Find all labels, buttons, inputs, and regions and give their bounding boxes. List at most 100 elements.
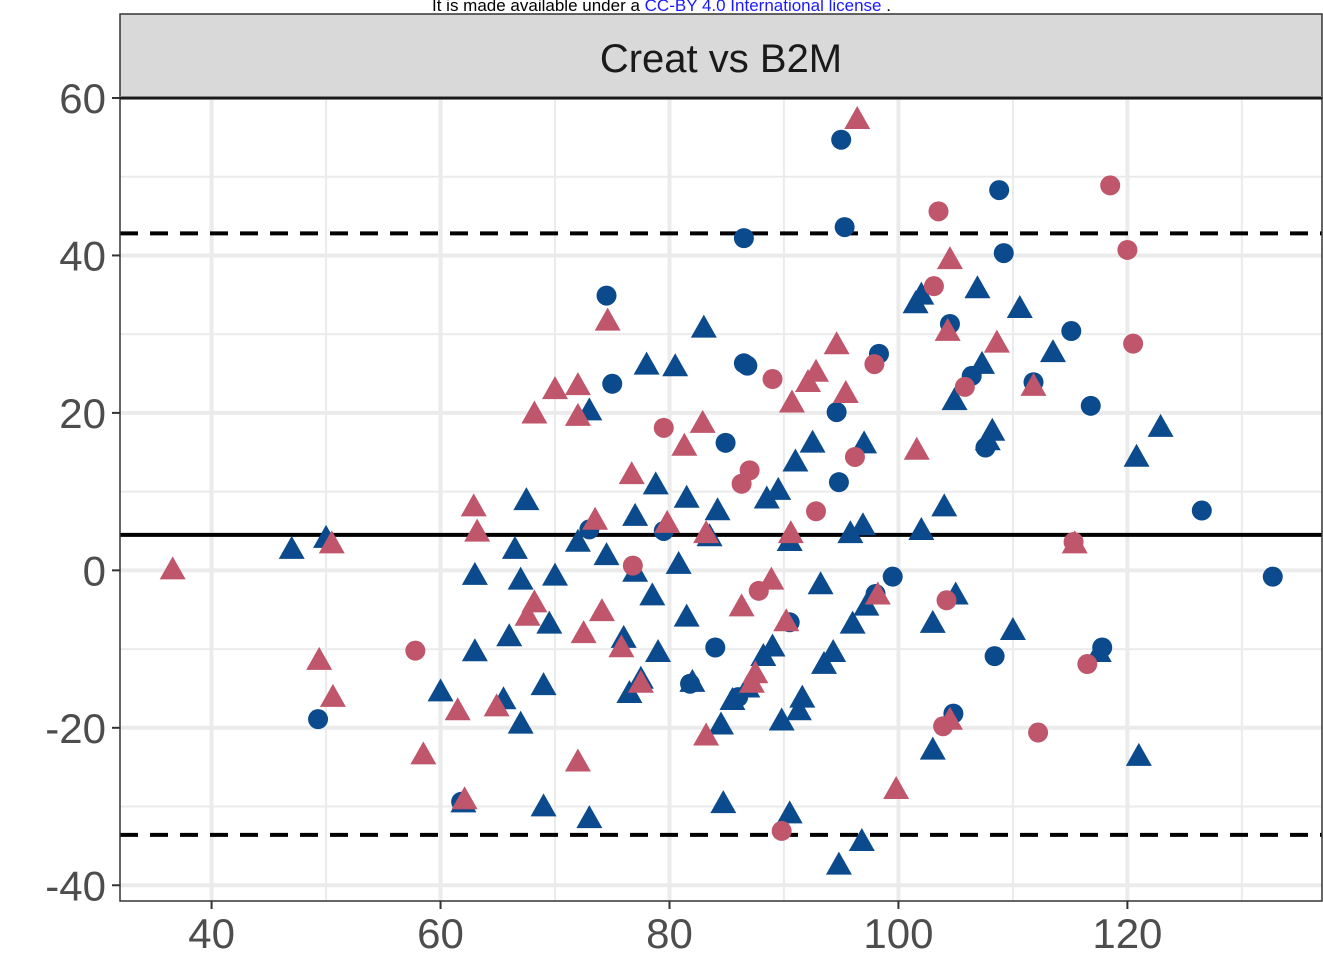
data-point-red-circle [1123, 333, 1144, 354]
data-point-blue-triangle [645, 639, 672, 663]
data-point-blue-circle [826, 402, 847, 423]
data-point-red-circle [1077, 654, 1098, 675]
data-point-red-circle [1117, 239, 1138, 260]
data-point-red-triangle [318, 530, 345, 554]
data-point-red-triangle [864, 581, 891, 605]
data-point-blue-triangle [639, 582, 666, 606]
data-point-red-circle [806, 501, 827, 522]
data-point-blue-triangle [576, 805, 603, 829]
strip-background [119, 13, 1323, 99]
data-point-red-triangle [582, 506, 609, 530]
data-point-blue-circle [733, 228, 754, 249]
data-point-blue-triangle [564, 528, 591, 552]
data-point-red-circle [954, 376, 975, 397]
data-point-blue-triangle [811, 650, 838, 674]
data-point-red-triangle [451, 786, 478, 810]
data-point-blue-triangle [919, 609, 946, 633]
data-point-red-circle [844, 446, 865, 467]
data-point-blue-triangle [461, 561, 488, 585]
data-point-blue-circle [1061, 321, 1082, 342]
data-point-blue-triangle [807, 571, 834, 595]
data-point-blue-triangle [849, 512, 876, 536]
data-point-blue-triangle [839, 610, 866, 634]
data-point-blue-triangle [690, 314, 717, 338]
reference-lines [120, 231, 1322, 837]
data-point-red-triangle [1061, 530, 1088, 554]
data-point-blue-triangle [979, 417, 1006, 441]
data-point-red-triangle [778, 389, 805, 413]
panel-background [120, 98, 1322, 901]
data-point-red-circle [762, 369, 783, 390]
data-point-blue-triangle [848, 827, 875, 851]
data-point-red-triangle [618, 461, 645, 485]
data-point-blue-triangle [530, 793, 557, 817]
data-point-red-triangle [654, 509, 681, 533]
data-point-blue-circle [882, 566, 903, 587]
data-point-blue-triangle [789, 684, 816, 708]
data-point-red-circle [1100, 175, 1121, 196]
data-point-blue-circle [308, 709, 329, 730]
data-point-blue-triangle [759, 633, 786, 657]
data-point-blue-triangle [785, 697, 812, 721]
data-point-blue-triangle [820, 639, 847, 663]
data-point-blue-circle [831, 129, 852, 150]
data-point-red-triangle [936, 246, 963, 270]
y-tick-label: 0 [83, 547, 106, 594]
data-point-blue-triangle [665, 550, 692, 574]
data-point-red-triangle [588, 598, 615, 622]
data-point-blue-triangle [964, 275, 991, 299]
data-point-red-triangle [627, 669, 654, 693]
data-point-blue-triangle [633, 351, 660, 375]
data-point-blue-triangle [622, 502, 649, 526]
data-point-blue-triangle [536, 610, 563, 634]
data-point-red-triangle [934, 317, 961, 341]
data-point-red-triangle [319, 683, 346, 707]
data-point-blue-circle [715, 432, 736, 453]
data-point-blue-triangle [673, 484, 700, 508]
data-points [159, 106, 1283, 875]
data-point-blue-triangle [507, 710, 534, 734]
data-point-blue-circle [1191, 500, 1212, 521]
data-point-blue-triangle [1039, 339, 1066, 363]
data-point-blue-circle [596, 285, 617, 306]
data-point-blue-triangle [642, 471, 669, 495]
data-point-blue-triangle [1125, 742, 1152, 766]
data-point-blue-triangle [542, 562, 569, 586]
data-point-blue-circle [733, 353, 754, 374]
data-point-blue-triangle [278, 535, 305, 559]
data-point-blue-triangle [679, 668, 706, 692]
data-point-blue-triangle [837, 520, 864, 544]
chart-title: Creat vs B2M [600, 37, 842, 81]
license-link[interactable]: CC-BY 4.0 International license [644, 0, 882, 15]
data-point-blue-triangle [765, 476, 792, 500]
y-tick-label: 40 [59, 232, 106, 279]
data-point-blue-circle [1080, 395, 1101, 416]
data-point-red-circle [731, 473, 752, 494]
data-point-blue-circle [1262, 566, 1283, 587]
grid [120, 96, 1322, 901]
data-point-blue-circle [602, 373, 623, 394]
data-point-red-triangle [159, 556, 186, 580]
data-point-blue-triangle [799, 429, 826, 453]
data-point-red-triangle [689, 409, 716, 433]
data-point-red-triangle [521, 589, 548, 613]
data-point-blue-triangle [513, 487, 540, 511]
x-tick-label: 100 [863, 910, 933, 957]
data-point-red-triangle [306, 646, 333, 670]
data-point-blue-triangle [708, 711, 734, 735]
data-point-red-circle [622, 555, 643, 576]
x-tick-label: 40 [188, 910, 235, 957]
data-point-red-triangle [564, 372, 591, 396]
license-suffix: . [886, 0, 891, 15]
data-point-blue-triangle [704, 497, 731, 521]
data-point-blue-triangle [919, 736, 946, 760]
data-point-blue-circle [989, 180, 1010, 201]
data-point-red-triangle [410, 741, 437, 765]
data-point-red-triangle [594, 307, 621, 331]
data-point-red-circle [936, 590, 957, 611]
data-point-blue-triangle [825, 851, 852, 875]
data-point-red-triangle [983, 329, 1010, 353]
data-point-red-triangle [728, 593, 755, 617]
data-point-red-triangle [608, 634, 635, 658]
